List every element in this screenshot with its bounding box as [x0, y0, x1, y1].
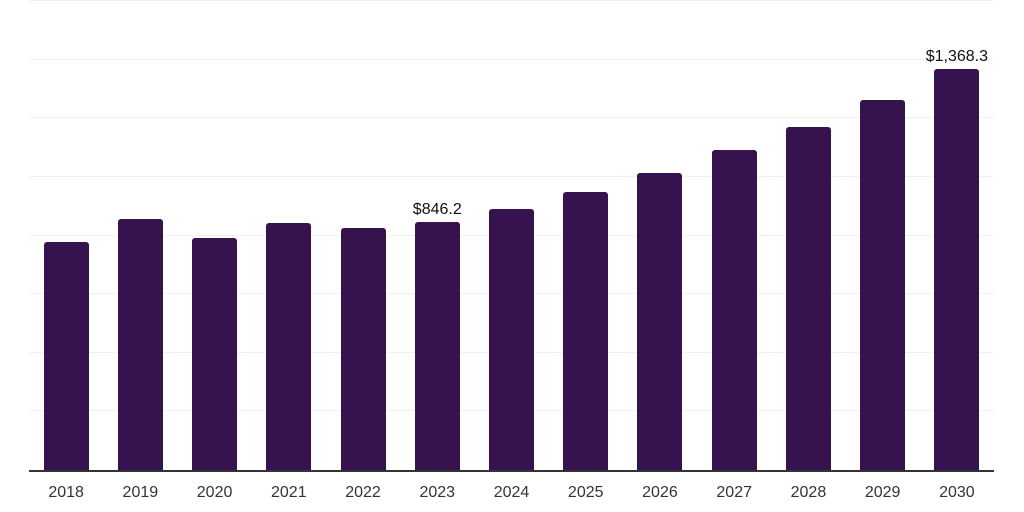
- x-tick-label: 2027: [716, 484, 752, 501]
- bar: [563, 192, 609, 470]
- x-tick-label: 2022: [345, 484, 381, 501]
- x-axis: 2018 2019 2020 2021 2022 2023 2024 2025 2026 2027…: [29, 481, 994, 505]
- bar: [414, 221, 460, 470]
- x-tick-label: 2028: [790, 484, 827, 501]
- bar-value-label: $1,368.3: [925, 47, 989, 65]
- gridline: [29, 0, 994, 1]
- x-tick-label: 2024: [493, 484, 530, 501]
- x-tick-label: 2023: [419, 484, 456, 501]
- bar: [266, 222, 312, 470]
- x-tick-label: 2020: [196, 484, 233, 501]
- bar: [637, 173, 683, 470]
- x-tick-label: 2019: [122, 484, 159, 501]
- x-tick-label: 2026: [642, 484, 678, 501]
- x-tick-label: 2021: [271, 484, 307, 501]
- x-tick-label: 2030: [939, 484, 975, 501]
- bar: [860, 99, 906, 470]
- bar: [489, 208, 534, 470]
- bar: [340, 228, 386, 470]
- bar: [711, 149, 757, 470]
- bar: [934, 68, 980, 470]
- plot-area: $846.2 $1,368.3: [29, 0, 994, 472]
- bar: [785, 127, 831, 470]
- gridline: [29, 175, 994, 177]
- x-tick-label: 2025: [567, 484, 604, 501]
- bar: [117, 219, 163, 470]
- x-tick-label: 2018: [48, 484, 84, 501]
- bar-value-label: $846.2: [412, 200, 462, 218]
- gridline: [29, 58, 994, 60]
- bar: [43, 241, 89, 470]
- gridline: [29, 117, 994, 119]
- x-tick-label: 2029: [864, 484, 901, 501]
- bar: [192, 238, 238, 470]
